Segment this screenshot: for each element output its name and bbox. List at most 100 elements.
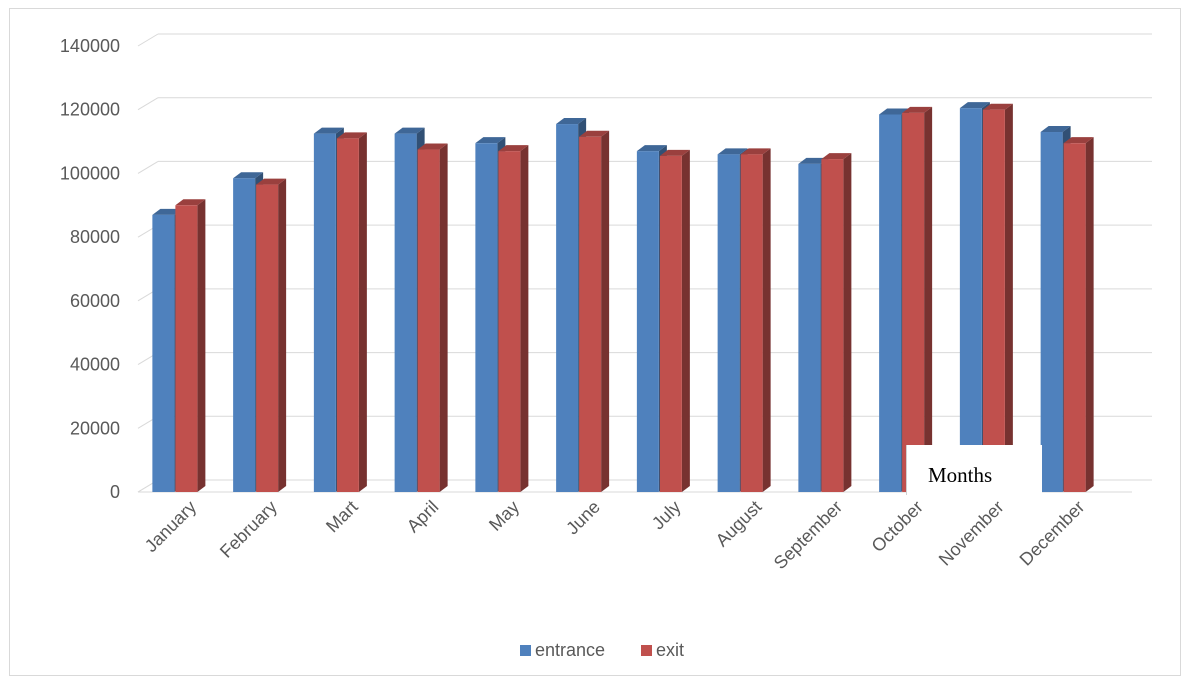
- x-tick-label: November: [935, 497, 1008, 570]
- bar-top: [152, 208, 183, 215]
- y-axis-ticks: 0 20000 40000 60000 80000 100000 120000 140000: [60, 36, 120, 502]
- bar-front: [902, 112, 925, 493]
- bar-top: [233, 172, 264, 179]
- bar-front: [498, 151, 521, 492]
- bar-top: [313, 127, 344, 134]
- bar-front: [798, 163, 821, 492]
- y-tick-label: 80000: [70, 227, 120, 247]
- bar-top: [394, 127, 425, 134]
- bar-top: [717, 148, 748, 155]
- bar-exit-september: [821, 153, 852, 493]
- bar-front: [475, 143, 498, 492]
- y-tick-label: 140000: [60, 36, 120, 56]
- legend: entrance exit: [520, 640, 684, 660]
- x-tick-label: January: [141, 497, 200, 556]
- bar-side: [762, 148, 771, 493]
- bar-top: [740, 148, 771, 155]
- gridline-diagonal: [137, 160, 159, 174]
- bar-front: [313, 133, 336, 492]
- bar-top: [659, 149, 690, 156]
- x-tick-label: September: [770, 497, 846, 573]
- x-tick-label: August: [712, 497, 766, 551]
- x-tick-label: October: [868, 497, 927, 556]
- y-tick-label: 20000: [70, 418, 120, 438]
- bar-top: [475, 137, 506, 144]
- bar-top: [175, 199, 206, 206]
- bar-front: [256, 184, 279, 493]
- x-tick-label: April: [403, 497, 443, 537]
- bar-front: [740, 154, 763, 493]
- legend-swatch-exit: [641, 645, 652, 656]
- bar-top: [1040, 126, 1071, 133]
- gridline-diagonal: [137, 33, 159, 47]
- legend-label-entrance: entrance: [535, 640, 605, 660]
- bar-side: [197, 199, 206, 493]
- bars: [152, 102, 1094, 493]
- bar-front: [1063, 143, 1086, 492]
- bar-top: [256, 178, 287, 185]
- x-axis-ticks: January February Mart April May June July Augus…: [141, 497, 1089, 573]
- bar-side: [843, 153, 852, 493]
- x-tick-label: December: [1016, 497, 1089, 570]
- bar-exit-august: [740, 148, 771, 493]
- gridline-diagonal: [137, 97, 159, 111]
- bar-top: [636, 145, 667, 152]
- bar-top: [556, 118, 587, 125]
- bar-exit-july: [659, 149, 690, 492]
- bar-exit-january: [175, 199, 206, 493]
- bar-front: [1040, 132, 1063, 492]
- x-tick-label: Mart: [322, 497, 362, 537]
- bar-top: [417, 143, 448, 150]
- legend-label-exit: exit: [656, 640, 684, 660]
- bar-front: [821, 159, 844, 493]
- bar-exit-may: [498, 145, 529, 492]
- bar-front: [959, 108, 982, 492]
- annotation-text: Months: [928, 463, 992, 487]
- bar-side: [1085, 137, 1094, 492]
- bar-front: [982, 109, 1005, 492]
- bar-front: [636, 151, 659, 492]
- bar-front: [417, 149, 440, 493]
- bar-exit-february: [256, 178, 287, 493]
- bar-exit-october: [902, 106, 933, 493]
- bar-top: [879, 108, 910, 115]
- bar-front: [394, 133, 417, 492]
- bar-top: [579, 130, 610, 137]
- bar-top: [902, 106, 933, 113]
- bar-side: [358, 132, 367, 492]
- bar-front: [717, 154, 740, 493]
- bar-side: [278, 178, 287, 493]
- y-tick-label: 40000: [70, 355, 120, 375]
- bar-front: [152, 214, 175, 493]
- bar-top: [821, 153, 852, 160]
- bar-side: [439, 143, 448, 493]
- bar-exit-december: [1063, 137, 1094, 492]
- x-tick-label: February: [216, 497, 281, 562]
- bar-front: [175, 205, 198, 493]
- bar-side: [1004, 103, 1013, 492]
- bar-top: [982, 103, 1013, 110]
- bar-side: [601, 130, 610, 493]
- y-tick-label: 100000: [60, 163, 120, 183]
- y-tick-label: 120000: [60, 100, 120, 120]
- bar-exit-april: [417, 143, 448, 493]
- bar-side: [520, 145, 529, 492]
- bar-top: [498, 145, 529, 152]
- bar-exit-june: [579, 130, 610, 493]
- bar-top: [1063, 137, 1094, 144]
- bar-front: [556, 124, 579, 493]
- annotation-box: [906, 445, 1042, 495]
- bar-side: [681, 149, 690, 492]
- y-tick-label: 0: [110, 482, 120, 502]
- bar-front: [659, 155, 682, 492]
- bar-top: [959, 102, 990, 109]
- bar-front: [879, 114, 902, 492]
- y-tick-label: 60000: [70, 291, 120, 311]
- bar-top: [798, 157, 829, 164]
- months-annotation: Months: [906, 445, 1042, 495]
- bar-exit-mart: [336, 132, 367, 492]
- bar-exit-november: [982, 103, 1013, 492]
- bar-front: [336, 138, 359, 492]
- bar-front: [579, 136, 602, 493]
